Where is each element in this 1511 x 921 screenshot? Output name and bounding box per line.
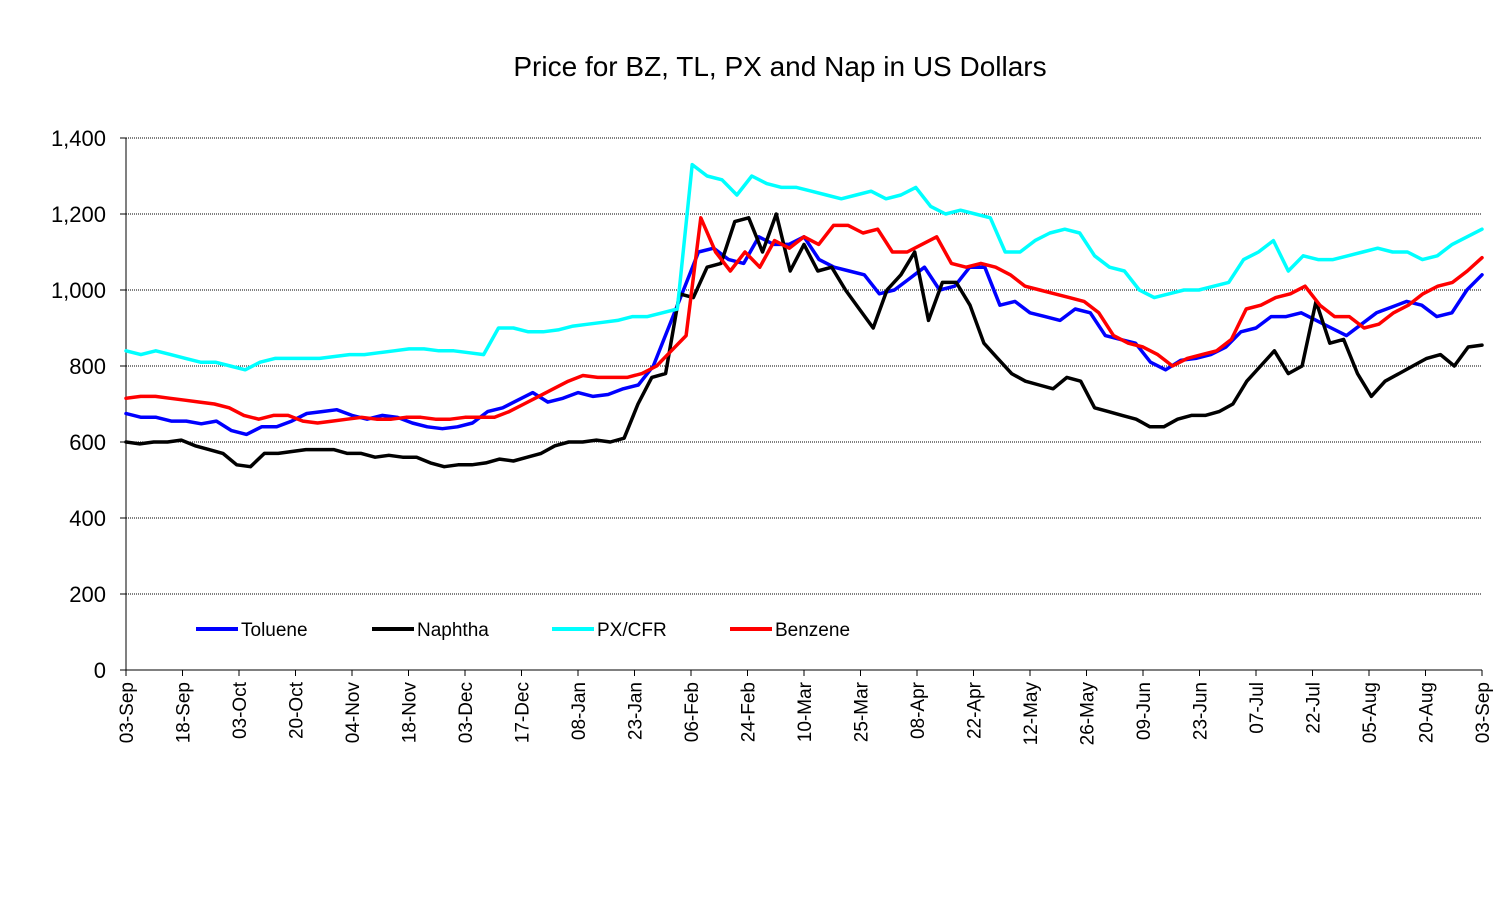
x-tick-label: 03-Sep [117, 682, 138, 743]
x-tick-label: 06-Feb [682, 682, 703, 742]
x-tick-label: 08-Apr [908, 681, 929, 739]
y-tick-label: 200 [69, 582, 106, 607]
x-tick-label: 09-Jun [1134, 682, 1155, 740]
grid-lines [126, 137, 1482, 595]
y-tick-label: 1,000 [51, 278, 106, 303]
x-tick-label: 25-Mar [852, 681, 873, 742]
series-line-px-cfr [124, 162, 1484, 372]
x-tick-label: 22-Apr [965, 681, 986, 739]
x-tick-label: 03-Oct [230, 681, 251, 739]
y-tick-label: 1,200 [51, 202, 106, 227]
x-tick-label: 18-Nov [400, 682, 421, 744]
x-tick-label: 23-Jan [626, 682, 647, 740]
legend: Toluene Naphtha PX/CFR Benzene [196, 620, 850, 641]
x-tick-label: 24-Feb [739, 682, 760, 742]
legend-label-benzene: Benzene [775, 620, 850, 641]
x-tick-label: 23-Jun [1191, 682, 1212, 740]
y-tick-label: 0 [94, 658, 106, 683]
y-tick-label: 600 [69, 430, 106, 455]
legend-label-toluene: Toluene [241, 620, 308, 641]
y-axis-ticks: 0 200 400 600 800 1,000 1,200 1,400 [51, 126, 126, 683]
legend-label-px-cfr: PX/CFR [597, 620, 667, 641]
x-tick-label: 12-May [1021, 682, 1042, 746]
x-axis-ticks: 03-Sep 18-Sep 03-Oct 20-Oct 04-Nov 18-Nov 03-D… [117, 670, 1494, 745]
x-tick-label: 10-Mar [795, 681, 816, 742]
y-tick-label: 1,400 [51, 126, 106, 151]
x-tick-label: 08-Jan [569, 682, 590, 740]
x-tick-label: 17-Dec [513, 682, 534, 743]
x-tick-label: 03-Dec [456, 682, 477, 743]
series-line-benzene [124, 216, 1484, 425]
chart-title: Price for BZ, TL, PX and Nap in US Dolla… [513, 51, 1046, 82]
x-tick-label: 22-Jul [1304, 682, 1325, 734]
series-line-toluene [124, 235, 1484, 437]
series-line-naphtha [124, 212, 1484, 469]
x-tick-label: 03-Sep [1473, 682, 1494, 743]
series-lines [124, 162, 1484, 469]
legend-label-naphtha: Naphtha [417, 620, 489, 641]
axes [125, 138, 1482, 671]
x-tick-label: 04-Nov [343, 682, 364, 744]
y-tick-label: 800 [69, 354, 106, 379]
y-tick-label: 400 [69, 506, 106, 531]
x-tick-label: 05-Aug [1360, 682, 1381, 743]
x-tick-label: 26-May [1078, 682, 1099, 746]
x-tick-label: 20-Aug [1417, 682, 1438, 743]
x-tick-label: 18-Sep [174, 682, 195, 743]
x-tick-label: 20-Oct [287, 681, 308, 739]
x-tick-label: 07-Jul [1247, 682, 1268, 734]
